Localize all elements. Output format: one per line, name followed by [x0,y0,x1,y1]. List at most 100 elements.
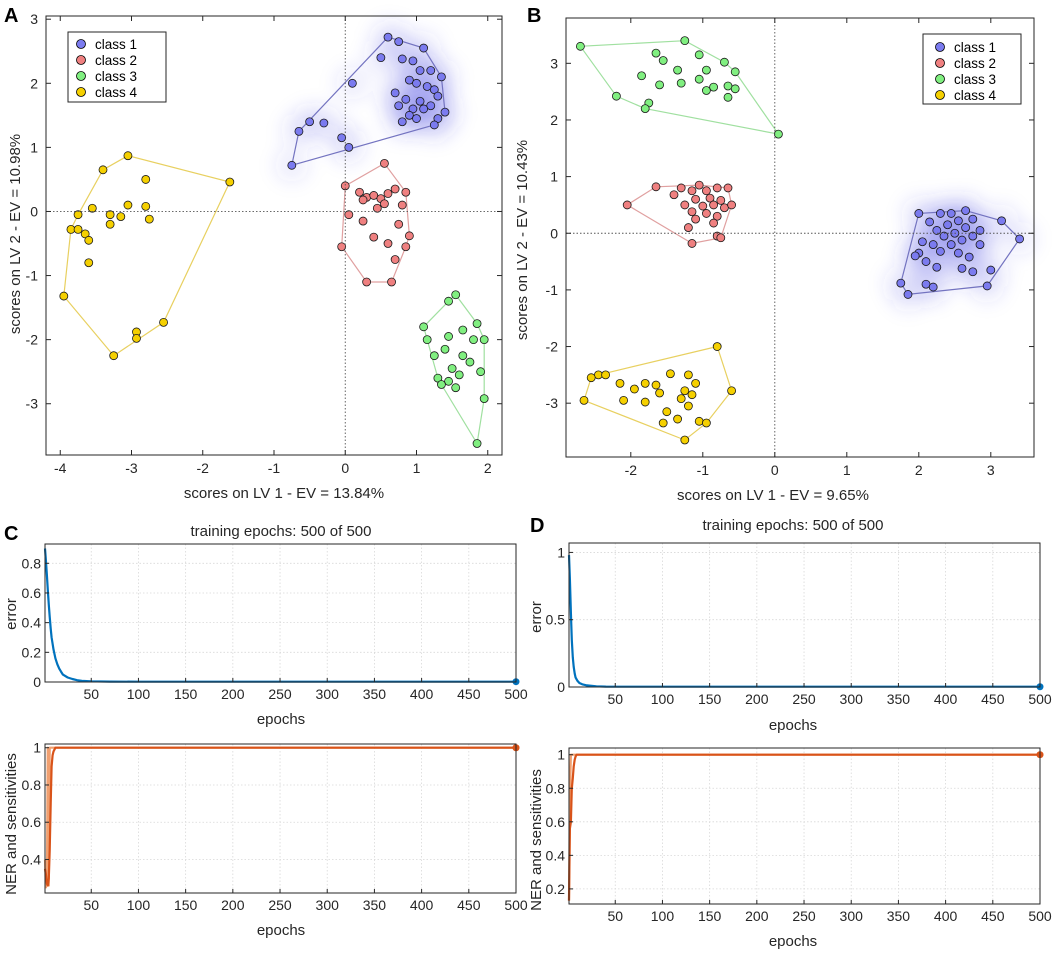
point-class3 [454,370,464,380]
panel-d-error-axes: 50 100 150 200 250 300 350 400 450 500 0 0.5 1 [546,542,1052,707]
x-tick-label: 150 [698,908,722,924]
x-tick-label: 300 [840,908,864,924]
point-class3 [702,65,711,75]
point-class2 [383,189,393,198]
point-class2 [344,210,354,220]
panel-c-ner-plot: 50 100 150 200 250 300 350 400 450 5000.40.60.81 … [3,740,528,939]
point-class3 [437,380,446,389]
point-class1 [986,265,996,275]
point-class3 [458,351,468,361]
point-class1 [287,160,297,170]
point-class4 [105,210,115,220]
point-class4 [73,225,83,234]
x-tick-label: 300 [316,686,340,702]
point-class2 [369,232,379,242]
x-tick-label: 200 [221,897,245,913]
x-tick-label: 50 [607,908,623,924]
panel-c-error-xlabel: epochs [257,711,305,728]
point-class3 [720,57,729,67]
panel-c-error-grid [45,544,517,683]
point-class4 [159,317,168,327]
point-class2 [712,183,722,193]
point-class3 [429,351,439,361]
point-class2 [380,159,389,168]
point-class1 [928,240,938,249]
panel-c-ner-lines [43,744,520,889]
point-class1 [319,118,329,128]
point-class1 [957,263,967,273]
point-class1 [936,246,945,256]
point-class2 [387,277,396,287]
point-class1 [394,101,404,111]
point-class2 [716,195,726,205]
point-class1 [412,78,421,88]
point-class4 [84,235,94,245]
panel-d-title: training epochs: 500 of 500 [703,517,884,534]
panel-c-ner-xlabel: epochs [257,922,305,939]
point-class1 [294,126,304,136]
point-class2 [355,187,364,197]
point-class1 [921,257,931,266]
y-tick-label: -1 [546,282,559,298]
point-class2 [720,203,729,213]
x-tick-label: 400 [934,691,958,707]
point-class2 [687,186,697,196]
x-tick-label: 450 [457,686,481,702]
x-tick-label: 450 [981,691,1005,707]
point-class1 [394,37,404,47]
point-class3 [774,129,783,139]
panel-c-ner-grid [45,744,517,893]
panel-c-training: training epochs: 500 of 500 50 100 150 200 2… [3,523,528,939]
y-tick-label: 2 [550,112,558,128]
x-tick-label: 250 [792,908,816,924]
point-class1 [347,78,357,88]
point-class1 [404,75,414,85]
point-class4 [658,418,668,428]
point-class1 [383,32,393,42]
x-tick-label: 500 [1028,908,1052,924]
point-class3 [472,319,482,329]
point-class3 [651,48,661,58]
x-tick-label: -3 [125,460,138,476]
x-tick-label: 50 [83,686,99,702]
y-tick-label: 0.8 [22,777,42,793]
point-class3 [709,82,718,92]
point-class4 [73,210,83,220]
point-class4 [84,258,94,268]
point-class1 [939,231,949,241]
point-class4 [123,200,133,210]
x-tick-label: 0 [771,462,779,478]
point-class1 [419,104,429,114]
point-class1 [1015,234,1024,244]
y-tick-label: 0.6 [22,585,42,601]
point-class2 [394,219,404,229]
legend-b-marker-class4 [935,90,945,100]
point-class2 [401,242,411,252]
point-class1 [337,133,347,143]
x-tick-label: 100 [127,897,151,913]
x-tick-label: 250 [268,897,292,913]
point-class4 [586,373,596,383]
point-class3 [472,439,482,448]
point-class2 [369,191,379,200]
point-class2 [691,194,700,204]
point-class2 [651,182,661,192]
point-class4 [680,435,690,445]
x-tick-label: 200 [221,686,245,702]
point-class1 [426,101,436,111]
y-tick-label: 1 [30,139,38,155]
panel-a-axes: -4 -3 -2 -1 0 1 2 -3 -2 -1 0 1 2 3 [26,11,503,476]
point-class3 [476,367,486,377]
legend-a-class1: class 1 [95,37,137,52]
point-class3 [479,394,489,404]
point-class2 [401,187,411,197]
point-class2 [694,180,704,190]
x-tick-label: -1 [697,462,710,478]
x-tick-label: 400 [410,686,434,702]
point-class2 [709,218,718,228]
y-tick-label: 0.8 [22,555,42,571]
point-class3 [444,332,453,341]
point-class3 [444,376,453,386]
point-class4 [702,418,711,428]
y-tick-label: 0 [557,679,565,695]
